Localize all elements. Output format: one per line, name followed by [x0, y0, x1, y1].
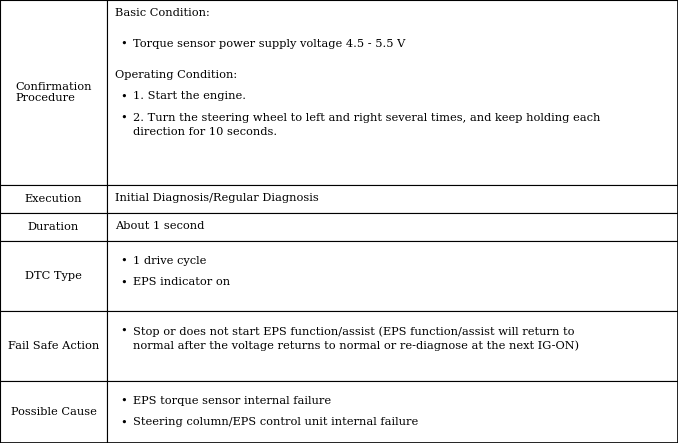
Text: EPS indicator on: EPS indicator on	[133, 277, 230, 288]
Text: 1 drive cycle: 1 drive cycle	[133, 256, 206, 266]
Text: Torque sensor power supply voltage 4.5 - 5.5 V: Torque sensor power supply voltage 4.5 -…	[133, 39, 405, 49]
Text: •: •	[121, 91, 127, 101]
Bar	[107, 311, 678, 381]
Text: •: •	[121, 417, 127, 427]
Bar	[107, 381, 678, 443]
Bar	[107, 0, 678, 185]
Text: Duration: Duration	[28, 222, 79, 232]
Text: Steering column/EPS control unit internal failure: Steering column/EPS control unit interna…	[133, 417, 418, 427]
Text: Confirmation
Procedure: Confirmation Procedure	[16, 82, 92, 103]
Bar	[107, 213, 678, 241]
Bar	[107, 241, 678, 311]
Text: About 1 second: About 1 second	[115, 221, 205, 231]
Bar	[0, 213, 107, 241]
Text: •: •	[121, 256, 127, 266]
Text: EPS torque sensor internal failure: EPS torque sensor internal failure	[133, 396, 331, 406]
Text: •: •	[121, 326, 127, 336]
Text: Operating Condition:: Operating Condition:	[115, 70, 237, 80]
Bar	[0, 185, 107, 213]
Text: Stop or does not start EPS function/assist (EPS function/assist will return to: Stop or does not start EPS function/assi…	[133, 326, 574, 337]
Text: •: •	[121, 39, 127, 49]
Text: direction for 10 seconds.: direction for 10 seconds.	[133, 127, 277, 137]
Text: Fail Safe Action: Fail Safe Action	[8, 341, 99, 351]
Text: Initial Diagnosis/Regular Diagnosis: Initial Diagnosis/Regular Diagnosis	[115, 193, 319, 203]
Bar	[107, 185, 678, 213]
Bar	[0, 381, 107, 443]
Text: normal after the voltage returns to normal or re-diagnose at the next IG-ON): normal after the voltage returns to norm…	[133, 340, 579, 351]
Text: 2. Turn the steering wheel to left and right several times, and keep holding eac: 2. Turn the steering wheel to left and r…	[133, 113, 600, 123]
Text: •: •	[121, 396, 127, 406]
Bar	[0, 241, 107, 311]
Text: Possible Cause: Possible Cause	[11, 407, 96, 417]
Text: Execution: Execution	[25, 194, 82, 204]
Text: Basic Condition:: Basic Condition:	[115, 8, 210, 18]
Text: 1. Start the engine.: 1. Start the engine.	[133, 91, 246, 101]
Text: •: •	[121, 277, 127, 288]
Bar	[0, 311, 107, 381]
Text: DTC Type: DTC Type	[25, 271, 82, 281]
Text: •: •	[121, 113, 127, 123]
Bar	[0, 0, 107, 185]
